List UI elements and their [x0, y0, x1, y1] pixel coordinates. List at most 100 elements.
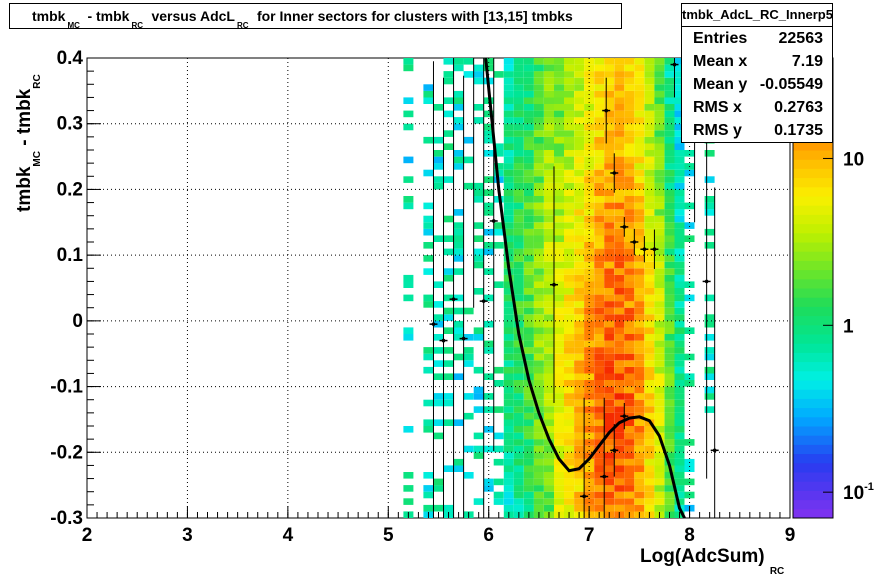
- heatmap-cell: [523, 485, 534, 492]
- heatmap-cell: [624, 347, 635, 354]
- heatmap-cell: [564, 222, 574, 229]
- heatmap-cell: [513, 393, 524, 400]
- heatmap-cell: [533, 189, 544, 196]
- heatmap-cell: [614, 491, 625, 499]
- heatmap-cell: [574, 156, 585, 164]
- heatmap-cell: [644, 386, 655, 394]
- heatmap-cell: [614, 288, 625, 295]
- heatmap-cell: [634, 242, 645, 249]
- heatmap-cell: [594, 117, 605, 124]
- heatmap-cell: [574, 209, 585, 216]
- heatmap-cell: [483, 485, 494, 492]
- heatmap-cell: [664, 498, 675, 505]
- heatmap-cell: [574, 393, 585, 400]
- heatmap-cell: [533, 117, 544, 124]
- heatmap-cell: [503, 71, 514, 78]
- heatmap-cell: [523, 143, 534, 150]
- heatmap-cell: [564, 485, 574, 492]
- heatmap-cell: [634, 366, 645, 374]
- heatmap-cell: [564, 196, 574, 203]
- heatmap-cell: [644, 334, 655, 341]
- heatmap-cell: [533, 104, 544, 111]
- heatmap-cell: [493, 281, 504, 288]
- heatmap-cell: [523, 393, 534, 400]
- heatmap-cell: [574, 268, 585, 275]
- heatmap-cell: [654, 189, 665, 196]
- heatmap-cell: [584, 445, 595, 453]
- heatmap-cell: [594, 196, 605, 203]
- heatmap-cell: [523, 426, 534, 433]
- heatmap-cell: [503, 399, 514, 407]
- heatmap-cell: [523, 77, 534, 85]
- colorbar-band: [793, 370, 833, 381]
- heatmap-cell: [433, 347, 444, 354]
- heatmap-cell: [533, 452, 544, 459]
- heatmap-cell: [594, 110, 605, 118]
- heatmap-cell: [594, 347, 605, 354]
- heatmap-cell: [544, 77, 554, 85]
- heatmap-cell: [644, 209, 655, 216]
- heatmap-cell: [473, 498, 484, 505]
- heatmap-cell: [604, 209, 615, 216]
- heatmap-cell: [533, 373, 544, 380]
- y-axis-label-part: - tmbk: [14, 88, 35, 152]
- heatmap-cell: [624, 248, 635, 256]
- heatmap-cell: [523, 498, 534, 505]
- heatmap-cell: [523, 182, 534, 190]
- stats-entries-label: Entries: [693, 30, 748, 47]
- heatmap-cell: [483, 340, 494, 348]
- heatmap-cell: [654, 366, 665, 374]
- heatmap-cell: [604, 97, 615, 104]
- x-tick-label: 7: [584, 525, 595, 546]
- heatmap-cell: [453, 465, 464, 472]
- heatmap-cell: [654, 104, 665, 111]
- heatmap-cell: [664, 399, 675, 407]
- heatmap-cell: [654, 202, 665, 210]
- profile-marker: [622, 414, 627, 418]
- heatmap-cell: [594, 182, 605, 190]
- heatmap-cell: [634, 274, 645, 282]
- heatmap-cell: [483, 393, 494, 400]
- heatmap-cell: [654, 215, 665, 223]
- heatmap-cell: [594, 176, 605, 183]
- heatmap-cell: [614, 439, 625, 446]
- heatmap-cell: [584, 491, 595, 499]
- heatmap-cell: [423, 485, 434, 492]
- heatmap-cell: [634, 90, 645, 98]
- heatmap-cell: [644, 182, 655, 190]
- heatmap-cell: [554, 71, 564, 78]
- heatmap-cell: [564, 281, 574, 288]
- heatmap-cell: [654, 314, 665, 321]
- heatmap-cell: [654, 274, 665, 282]
- colorbar-band: [793, 177, 833, 188]
- heatmap-cell: [604, 498, 615, 505]
- heatmap-cell: [503, 485, 514, 492]
- heatmap-cell: [634, 130, 645, 137]
- heatmap-cell: [533, 327, 544, 334]
- colorbar-label: 1: [843, 316, 854, 337]
- heatmap-cell: [584, 353, 595, 361]
- heatmap-cell: [533, 268, 544, 275]
- heatmap-cell: [523, 288, 534, 295]
- heatmap-cell: [604, 504, 615, 512]
- heatmap-cell: [614, 130, 625, 137]
- heatmap-cell: [674, 222, 685, 229]
- stats-entries: Entries 22563: [682, 27, 832, 50]
- heatmap-cell: [634, 77, 645, 85]
- heatmap-cell: [423, 426, 434, 433]
- heatmap-cell: [644, 189, 655, 196]
- heatmap-cell: [533, 176, 544, 183]
- heatmap-cell: [564, 360, 574, 367]
- heatmap-cell: [664, 504, 675, 512]
- heatmap-cell: [513, 163, 524, 170]
- heatmap-cell: [513, 399, 524, 407]
- heatmap-cell: [554, 360, 564, 367]
- heatmap-cell: [634, 294, 645, 302]
- heatmap-cell: [544, 353, 554, 361]
- heatmap-cell: [594, 130, 605, 137]
- heatmap-cell: [624, 255, 635, 262]
- heatmap-cell: [503, 196, 514, 203]
- heatmap-cell: [634, 104, 645, 111]
- heatmap-cell: [564, 77, 574, 85]
- heatmap-cell: [614, 445, 625, 453]
